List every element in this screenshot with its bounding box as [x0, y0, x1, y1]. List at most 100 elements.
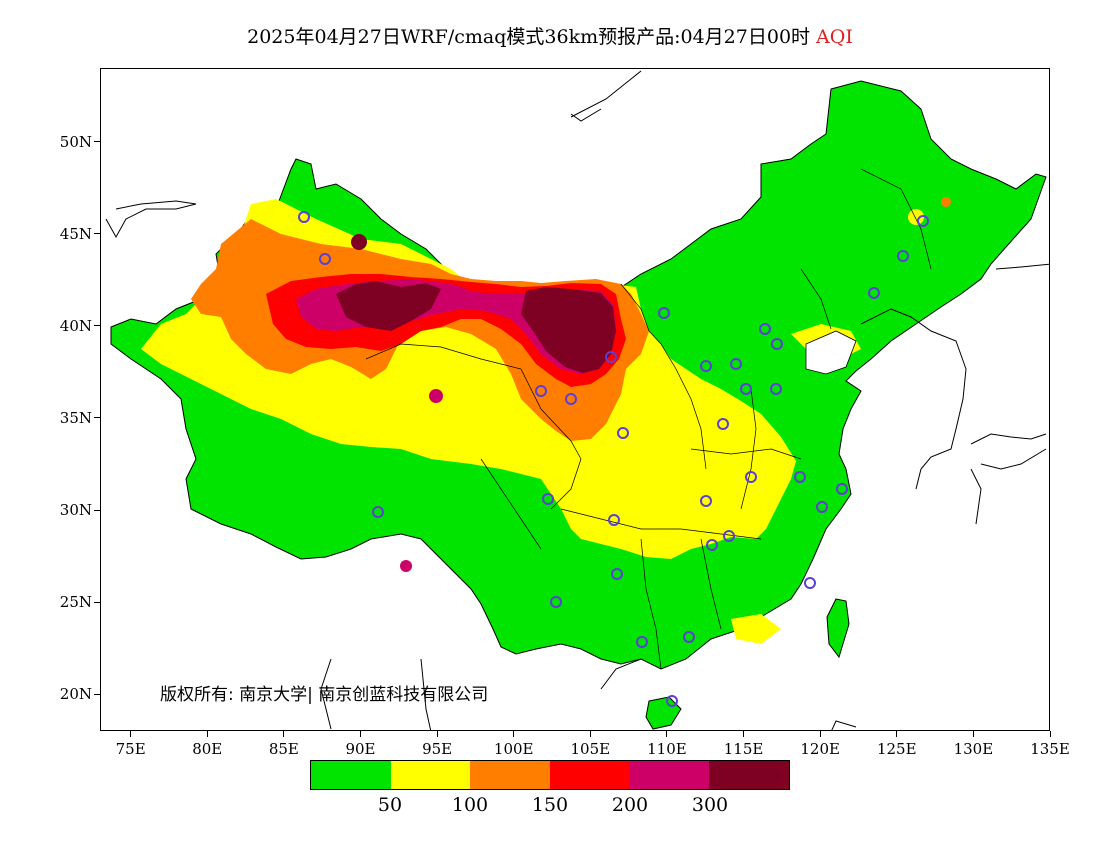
monitoring-station: [617, 427, 629, 439]
monitoring-station: [770, 383, 782, 395]
monitoring-station: [542, 493, 554, 505]
legend-label: 100: [451, 794, 489, 816]
y-tick: [94, 509, 100, 511]
monitoring-station: [611, 568, 623, 580]
monitoring-station: [605, 351, 617, 363]
monitoring-station: [319, 253, 331, 265]
y-tick-label: 35N: [59, 408, 92, 427]
monitoring-station: [771, 338, 783, 350]
x-tick: [206, 731, 208, 737]
y-tick-label: 25N: [59, 593, 92, 612]
monitoring-station: [298, 211, 310, 223]
y-tick: [94, 693, 100, 695]
province-borders: [365, 168, 932, 670]
legend-swatch: [709, 761, 790, 789]
aqi-zone-maroon-2: [521, 287, 616, 373]
legend-label: 50: [377, 794, 403, 816]
monitoring-station: [816, 501, 828, 513]
taiwan-island: [826, 598, 850, 659]
x-tick-label: 115E: [723, 740, 764, 758]
x-tick-label: 95E: [422, 740, 453, 758]
monitoring-station: [565, 393, 577, 405]
aqi-zone-maroon: [336, 281, 441, 331]
legend-colorbar: [310, 760, 790, 790]
monitoring-station: [897, 250, 909, 262]
x-tick-label: 100E: [493, 740, 534, 758]
y-tick: [94, 417, 100, 419]
legend-swatch: [629, 761, 710, 789]
x-tick-label: 85E: [268, 740, 299, 758]
y-tick: [94, 601, 100, 603]
title-variable: AQI: [816, 26, 853, 48]
x-tick: [513, 731, 515, 737]
monitoring-station: [658, 307, 670, 319]
x-tick: [896, 731, 898, 737]
monitoring-station: [666, 695, 678, 707]
y-tick: [94, 141, 100, 143]
y-tick-label: 45N: [59, 224, 92, 243]
x-tick-label: 105E: [570, 740, 611, 758]
monitoring-station: [608, 514, 620, 526]
x-tick: [1049, 731, 1051, 737]
legend-swatch: [390, 761, 471, 789]
x-tick: [130, 731, 132, 737]
monitoring-station: [700, 360, 712, 372]
x-tick-label: 75E: [115, 740, 146, 758]
monitoring-station: [550, 596, 562, 608]
x-tick: [589, 731, 591, 737]
bohai-sea: [805, 330, 857, 375]
map-frame: [100, 68, 1050, 731]
x-tick-label: 80E: [192, 740, 223, 758]
legend-label: 300: [691, 794, 729, 816]
x-tick-label: 110E: [647, 740, 687, 758]
title-text: 2025年04月27日WRF/cmaq模式36km预报产品:04月27日00时: [247, 26, 811, 48]
monitoring-station: [759, 323, 771, 335]
y-tick: [94, 325, 100, 327]
monitoring-stations: [298, 211, 929, 707]
hotspot: [429, 389, 443, 403]
aqi-map: [105, 70, 1049, 730]
y-tick: [94, 233, 100, 235]
x-tick: [359, 731, 361, 737]
x-tick-label: 135E: [1030, 740, 1070, 758]
x-tick: [819, 731, 821, 737]
monitoring-station: [745, 471, 757, 483]
monitoring-station: [917, 215, 929, 227]
monitoring-station: [636, 636, 648, 648]
y-tick-label: 30N: [59, 501, 92, 519]
x-tick-label: 120E: [800, 740, 840, 758]
hotspot: [941, 197, 951, 207]
y-tick-label: 40N: [59, 316, 92, 335]
monitoring-station: [723, 530, 735, 542]
monitoring-station: [700, 495, 712, 507]
legend-label: 200: [611, 794, 649, 816]
aqi-zone-yellow-east-2: [731, 614, 781, 644]
monitoring-station: [717, 418, 729, 430]
x-tick-label: 125E: [876, 740, 917, 758]
monitoring-station: [535, 385, 547, 397]
legend-swatch: [550, 761, 630, 789]
y-tick-label: 20N: [59, 685, 92, 704]
x-tick: [743, 731, 745, 737]
x-tick: [972, 731, 974, 737]
monitoring-station: [740, 383, 752, 395]
hainan-island: [645, 696, 682, 730]
monitoring-station: [706, 539, 718, 551]
hotspot: [351, 234, 367, 250]
map-title: 2025年04月27日WRF/cmaq模式36km预报产品:04月27日00时 A…: [0, 22, 1100, 49]
hotspot: [908, 209, 924, 225]
monitoring-station: [868, 287, 880, 299]
monitoring-station: [836, 483, 848, 495]
x-tick-label: 130E: [953, 740, 994, 758]
monitoring-station: [683, 631, 695, 643]
neighbor-coastlines: [105, 70, 1049, 730]
legend-swatch: [470, 761, 551, 789]
copyright-text: 版权所有: 南京大学| 南京创蓝科技有限公司: [160, 685, 489, 705]
legend-label: 150: [531, 794, 569, 816]
hotspot: [400, 560, 412, 572]
y-tick-label: 50N: [59, 132, 92, 151]
legend-swatch: [311, 761, 391, 789]
x-tick: [666, 731, 668, 737]
monitoring-station: [794, 471, 806, 483]
monitoring-station: [730, 358, 742, 370]
